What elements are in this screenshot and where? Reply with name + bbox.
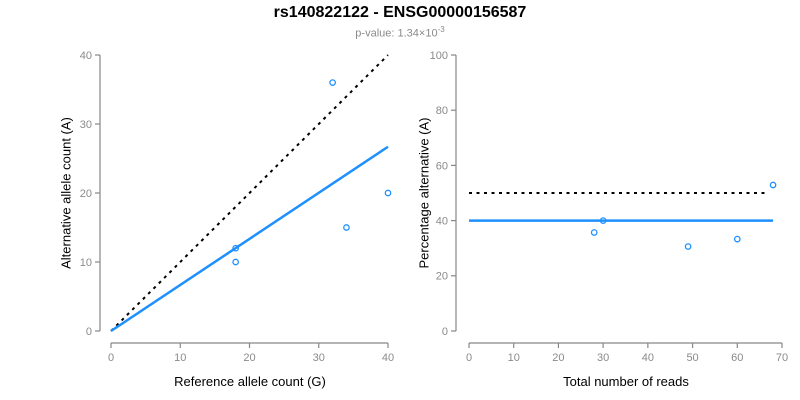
p-value-exponent: -3: [437, 25, 445, 34]
chart-allele-counts: 0 10 20 30 40 0 10 20 30 40 Reference allele coun…: [0, 40, 410, 400]
allele-count-plot: 0 10 20 30 40 0 10 20 30 40: [80, 50, 394, 364]
data-point: [599, 217, 607, 224]
data-point: [232, 244, 239, 252]
chart-percentage-reads: 0 20 40 60 80 100 0 10 20 30 40 50 60 70 Total number…: [410, 40, 800, 400]
x-tick-label: 0: [108, 352, 114, 364]
y-tick-label: 100: [430, 50, 448, 62]
y-tick-label: 20: [80, 188, 92, 200]
data-point: [343, 224, 350, 231]
data-point: [590, 229, 598, 236]
x-tick-label: 30: [313, 352, 325, 364]
data-point: [769, 181, 777, 189]
x-tick-label: 50: [686, 352, 698, 364]
x-tick-label: 20: [552, 352, 564, 364]
data-point: [733, 235, 741, 243]
data-point: [329, 79, 336, 86]
p-value-text: p-value: 1.34×10: [355, 27, 438, 40]
y-tick-label: 20: [436, 271, 448, 283]
y-tick-label: 30: [80, 119, 92, 131]
x-tick-label: 40: [382, 352, 394, 364]
y-tick-label: 10: [80, 257, 92, 269]
y-tick-label: 0: [442, 326, 448, 338]
y-tick-label: 0: [86, 326, 92, 338]
y-axis-label: Percentage alternative (A): [416, 117, 432, 269]
y-tick-label: 40: [80, 50, 92, 62]
data-point: [232, 258, 239, 266]
identity-line: [110, 54, 389, 332]
data-point: [684, 243, 692, 250]
y-tick-label: 80: [436, 105, 448, 117]
figure-subtitle: p-value: 1.34×10-3: [0, 25, 800, 40]
y-axis-label: Alternative allele count (A): [58, 117, 74, 269]
y-tick-label: 60: [436, 160, 448, 172]
x-axis-label: Total number of reads: [563, 374, 689, 389]
fitted-line: [110, 145, 389, 333]
x-tick-label: 30: [597, 352, 609, 364]
x-tick-label: 10: [174, 352, 186, 364]
x-tick-label: 70: [776, 352, 788, 364]
x-tick-label: 40: [642, 352, 654, 364]
x-tick-label: 0: [466, 352, 472, 364]
x-tick-label: 20: [243, 352, 255, 364]
y-tick-label: 40: [436, 215, 448, 227]
x-tick-label: 60: [731, 352, 743, 364]
x-axis-label: Reference allele count (G): [174, 374, 326, 389]
x-tick-label: 10: [508, 352, 520, 364]
percentage-reads-plot: 0 20 40 60 80 100 0 10 20 30 40 50 60 70: [430, 50, 788, 364]
data-point: [384, 189, 392, 197]
figure-title: rs140822122 - ENSG00000156587: [273, 4, 527, 21]
